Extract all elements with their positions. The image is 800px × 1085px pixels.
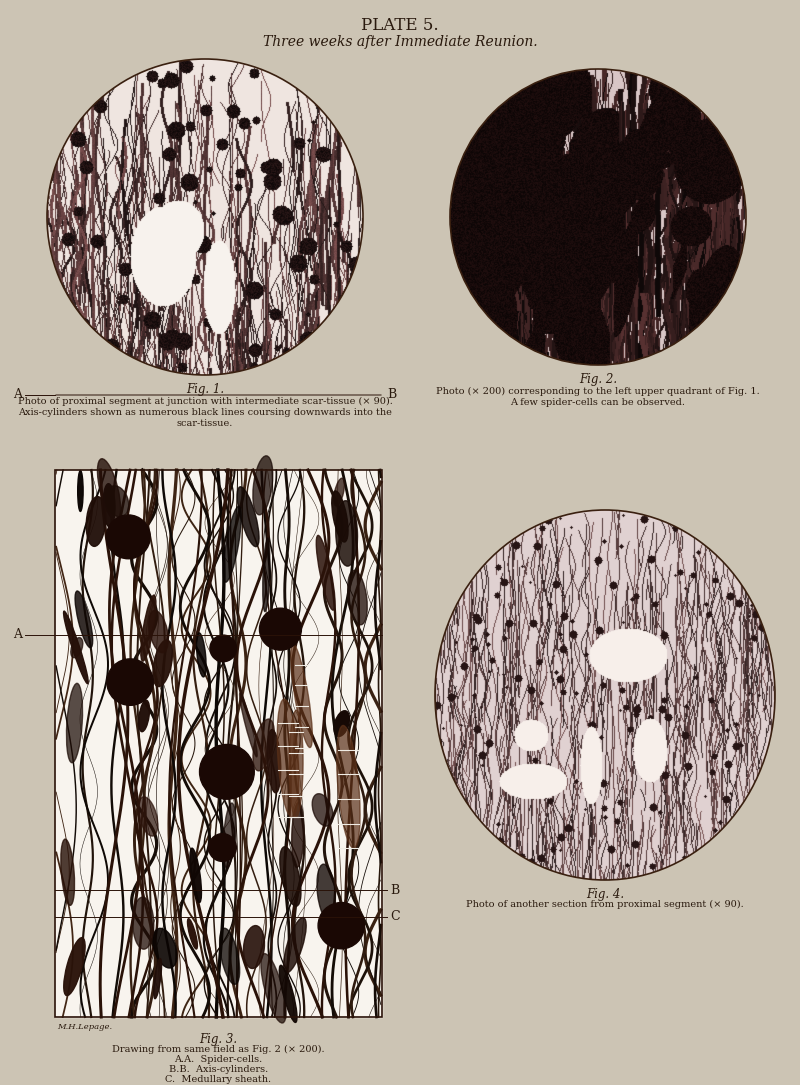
Ellipse shape [284,918,306,973]
Ellipse shape [78,471,83,511]
Ellipse shape [280,846,301,906]
Ellipse shape [223,803,236,868]
Ellipse shape [103,484,115,527]
Ellipse shape [149,611,168,653]
Circle shape [199,744,254,800]
Ellipse shape [98,459,121,521]
Ellipse shape [334,478,345,506]
Bar [55,470,382,1017]
Ellipse shape [267,729,281,793]
Ellipse shape [261,954,286,1023]
Ellipse shape [138,796,158,837]
Ellipse shape [316,535,335,610]
Text: Three weeks after Immediate Reunion.: Three weeks after Immediate Reunion. [262,35,538,49]
Ellipse shape [197,633,206,677]
Ellipse shape [138,700,150,731]
Circle shape [318,903,364,948]
Ellipse shape [292,802,304,868]
Text: Fig. 2.: Fig. 2. [579,373,617,386]
Bar [55,470,382,1017]
Ellipse shape [290,644,312,748]
Text: Fig. 3.: Fig. 3. [199,1033,238,1046]
Ellipse shape [348,571,367,625]
Ellipse shape [187,919,198,949]
Ellipse shape [278,699,298,817]
Ellipse shape [63,611,88,684]
Text: C.  Medullary sheath.: C. Medullary sheath. [166,1075,271,1084]
Ellipse shape [106,486,129,516]
Text: scar-tissue.: scar-tissue. [177,419,233,427]
Ellipse shape [86,497,106,547]
Text: PLATE 5.: PLATE 5. [361,17,439,34]
Text: C: C [390,910,400,923]
Ellipse shape [154,958,162,998]
Text: Fig. 4.: Fig. 4. [586,888,624,901]
Circle shape [107,659,154,705]
Ellipse shape [64,937,85,996]
Text: A: A [13,628,22,641]
Circle shape [106,515,150,559]
Ellipse shape [262,538,270,612]
Ellipse shape [75,591,93,648]
Ellipse shape [223,507,242,583]
Ellipse shape [153,640,173,687]
Ellipse shape [237,487,259,547]
Text: M.H.Lepage.: M.H.Lepage. [57,1023,112,1031]
Ellipse shape [317,864,335,920]
Text: Photo (× 200) corresponding to the left upper quadrant of Fig. 1.: Photo (× 200) corresponding to the left … [436,387,760,396]
Ellipse shape [312,794,333,826]
Text: B: B [387,388,396,401]
Ellipse shape [66,684,82,763]
Text: Photo of proximal segment at junction with intermediate scar-tissue (× 90).: Photo of proximal segment at junction wi… [18,397,393,406]
Text: A few spider-cells can be observed.: A few spider-cells can be observed. [510,398,686,407]
Circle shape [209,833,236,861]
Ellipse shape [61,839,74,905]
Ellipse shape [289,711,303,817]
Text: B.B.  Axis-cylinders.: B.B. Axis-cylinders. [169,1065,268,1074]
Text: A.A.  Spider-cells.: A.A. Spider-cells. [174,1055,262,1064]
Circle shape [210,635,237,662]
Ellipse shape [153,929,177,968]
Ellipse shape [239,693,258,757]
Ellipse shape [133,897,154,949]
Ellipse shape [190,848,202,903]
Ellipse shape [253,719,274,770]
Circle shape [259,609,302,650]
Text: Axis-cylinders shown as numerous black lines coursing downwards into the: Axis-cylinders shown as numerous black l… [18,408,392,417]
Text: A: A [13,388,22,401]
Ellipse shape [141,595,156,661]
Ellipse shape [332,492,348,542]
Text: Photo of another section from proximal segment (× 90).: Photo of another section from proximal s… [466,899,744,909]
Text: Drawing from same field as Fig. 2 (× 200).: Drawing from same field as Fig. 2 (× 200… [112,1045,325,1055]
Ellipse shape [253,456,273,515]
Text: Fig. 1.: Fig. 1. [186,383,224,396]
Ellipse shape [70,638,83,658]
Text: B: B [390,883,399,896]
Ellipse shape [334,711,350,737]
Ellipse shape [337,726,360,848]
Ellipse shape [336,500,358,566]
Ellipse shape [243,926,265,969]
Ellipse shape [279,966,297,1022]
Ellipse shape [220,929,240,984]
